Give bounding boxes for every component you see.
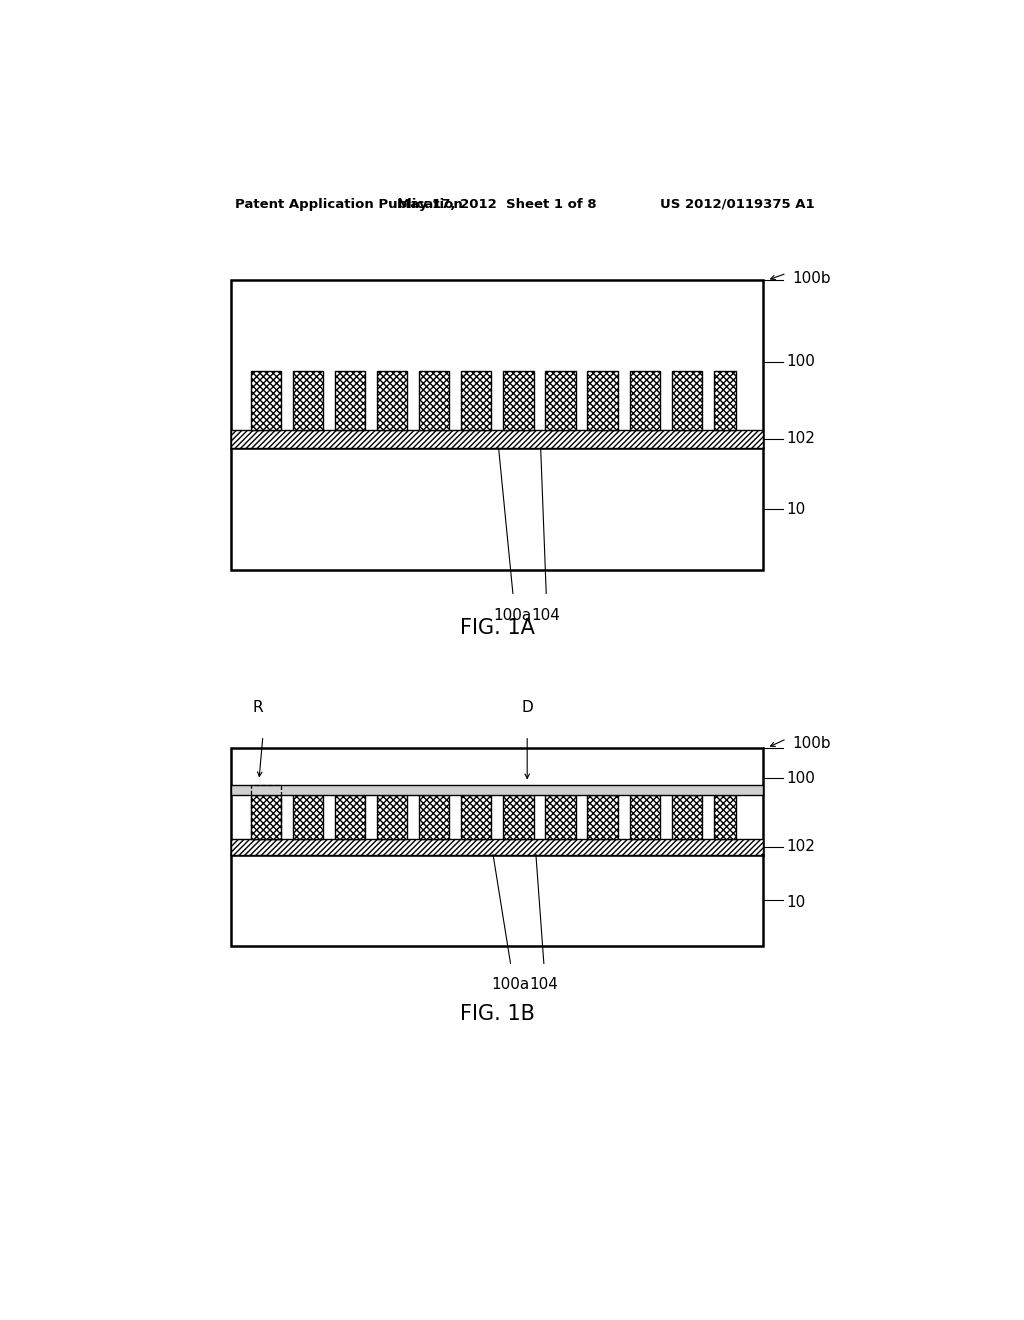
Text: 100: 100 [786, 771, 815, 785]
Bar [546, 371, 575, 430]
Bar [335, 371, 366, 430]
Text: Patent Application Publication: Patent Application Publication [236, 198, 463, 211]
Bar [714, 371, 736, 430]
Text: 100: 100 [786, 354, 815, 370]
Bar [251, 371, 282, 430]
Text: 10: 10 [786, 502, 806, 516]
Bar [293, 371, 324, 430]
Text: FIG. 1B: FIG. 1B [460, 1005, 535, 1024]
Bar [231, 840, 763, 854]
Bar [504, 795, 534, 840]
Bar [672, 371, 701, 430]
Bar [231, 854, 763, 946]
Text: D: D [521, 701, 534, 715]
Bar [251, 795, 282, 840]
Bar [231, 447, 763, 570]
Text: 100a: 100a [492, 977, 529, 991]
Text: US 2012/0119375 A1: US 2012/0119375 A1 [659, 198, 814, 211]
Bar [335, 795, 366, 840]
Bar [588, 795, 617, 840]
Bar [546, 795, 575, 840]
Text: 100a: 100a [494, 607, 532, 623]
Bar [377, 371, 408, 430]
Text: 102: 102 [786, 840, 815, 854]
Bar [419, 795, 450, 840]
Text: 104: 104 [531, 607, 561, 623]
Text: 102: 102 [786, 432, 815, 446]
Bar [504, 371, 534, 430]
Text: R: R [252, 701, 263, 715]
Text: 104: 104 [529, 977, 558, 991]
Bar [588, 371, 617, 430]
Bar [231, 784, 763, 795]
Text: 10: 10 [786, 895, 806, 909]
Bar [251, 784, 282, 840]
Bar [231, 748, 763, 854]
Bar [231, 280, 763, 447]
Bar [377, 795, 408, 840]
Bar [714, 795, 736, 840]
Bar [630, 371, 659, 430]
Bar [461, 795, 492, 840]
Bar [630, 795, 659, 840]
Bar [419, 371, 450, 430]
Bar [231, 430, 763, 447]
Bar [672, 795, 701, 840]
Text: May 17, 2012  Sheet 1 of 8: May 17, 2012 Sheet 1 of 8 [397, 198, 597, 211]
Bar [293, 795, 324, 840]
Text: 100b: 100b [793, 271, 830, 286]
Text: FIG. 1A: FIG. 1A [460, 618, 535, 638]
Bar [461, 371, 492, 430]
Text: 100b: 100b [793, 737, 830, 751]
